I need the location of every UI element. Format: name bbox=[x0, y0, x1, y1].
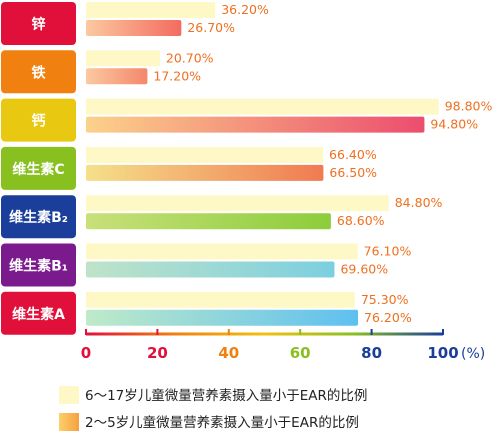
x-axis: 0 20 40 60 80 100 (%) bbox=[81, 329, 485, 362]
value-label-6-17: 36.20% bbox=[221, 2, 269, 17]
value-label-2-5: 94.80% bbox=[430, 117, 478, 132]
legend-label: 2～5岁儿童微量营养素摄入量小于EAR的比例 bbox=[85, 414, 359, 431]
category-box bbox=[1, 50, 76, 94]
x-tick-label: 60 bbox=[290, 344, 311, 362]
bar-6-17 bbox=[86, 2, 216, 18]
value-label-6-17: 66.40% bbox=[329, 147, 377, 162]
category-box bbox=[1, 195, 76, 239]
bar-6-17 bbox=[86, 146, 324, 163]
category-label: 钙 bbox=[32, 113, 46, 130]
category-label: 铁 bbox=[32, 64, 46, 81]
x-tick-label: 0 bbox=[81, 344, 91, 362]
value-label-2-5: 26.70% bbox=[187, 20, 235, 35]
category-box bbox=[1, 98, 76, 142]
category-box bbox=[1, 291, 76, 335]
x-tick-label: 80 bbox=[361, 344, 382, 362]
x-unit-label: (%) bbox=[461, 346, 485, 362]
value-label-6-17: 75.30% bbox=[361, 292, 409, 307]
bar-6-17 bbox=[86, 195, 389, 212]
x-tick-label: 40 bbox=[218, 344, 239, 362]
x-axis-line bbox=[86, 332, 443, 336]
legend-swatch bbox=[59, 413, 79, 431]
value-label-2-5: 69.60% bbox=[340, 262, 388, 277]
bar-2-5 bbox=[86, 213, 331, 230]
bar-2-5 bbox=[86, 68, 148, 85]
bar-6-17 bbox=[86, 243, 358, 260]
value-labels: 36.20% 26.70% 20.70% 17.20% 98.80% 94.80% 66.4… bbox=[153, 2, 492, 325]
value-label-6-17: 98.80% bbox=[445, 99, 493, 114]
x-tick-label: 100 bbox=[427, 344, 458, 362]
bar-2-5 bbox=[86, 164, 324, 181]
value-label-2-5: 68.60% bbox=[337, 213, 385, 228]
category-label: 维生素A bbox=[12, 306, 65, 323]
value-label-6-17: 76.10% bbox=[364, 244, 412, 259]
value-label-6-17: 20.70% bbox=[166, 50, 214, 65]
bar-6-17 bbox=[86, 291, 355, 308]
bar-2-5 bbox=[86, 309, 359, 326]
value-label-6-17: 84.80% bbox=[395, 195, 443, 210]
category-label: 维生素B₂ bbox=[9, 209, 68, 226]
category-box bbox=[1, 2, 76, 45]
x-tick-label: 20 bbox=[147, 344, 168, 362]
bar-2-5 bbox=[86, 116, 425, 133]
legend-label: 6～17岁儿童微量营养素摄入量小于EAR的比例 bbox=[85, 387, 367, 404]
value-label-2-5: 17.20% bbox=[153, 68, 201, 83]
bar-6-17 bbox=[86, 50, 160, 67]
bar-6-17 bbox=[86, 98, 439, 115]
bar-2-5 bbox=[86, 20, 182, 36]
bar-2-5 bbox=[86, 261, 335, 278]
value-label-2-5: 76.20% bbox=[364, 310, 412, 325]
bars bbox=[86, 2, 439, 326]
category-box bbox=[1, 146, 76, 190]
category-label: 锌 bbox=[32, 16, 46, 33]
legend: 6～17岁儿童微量营养素摄入量小于EAR的比例 2～5岁儿童微量营养素摄入量小于E… bbox=[59, 386, 367, 431]
category-box bbox=[1, 243, 76, 287]
legend-swatch bbox=[59, 386, 79, 404]
category-label: 维生素B₁ bbox=[9, 258, 68, 275]
value-label-2-5: 66.50% bbox=[329, 165, 377, 180]
category-label: 维生素C bbox=[12, 161, 64, 178]
